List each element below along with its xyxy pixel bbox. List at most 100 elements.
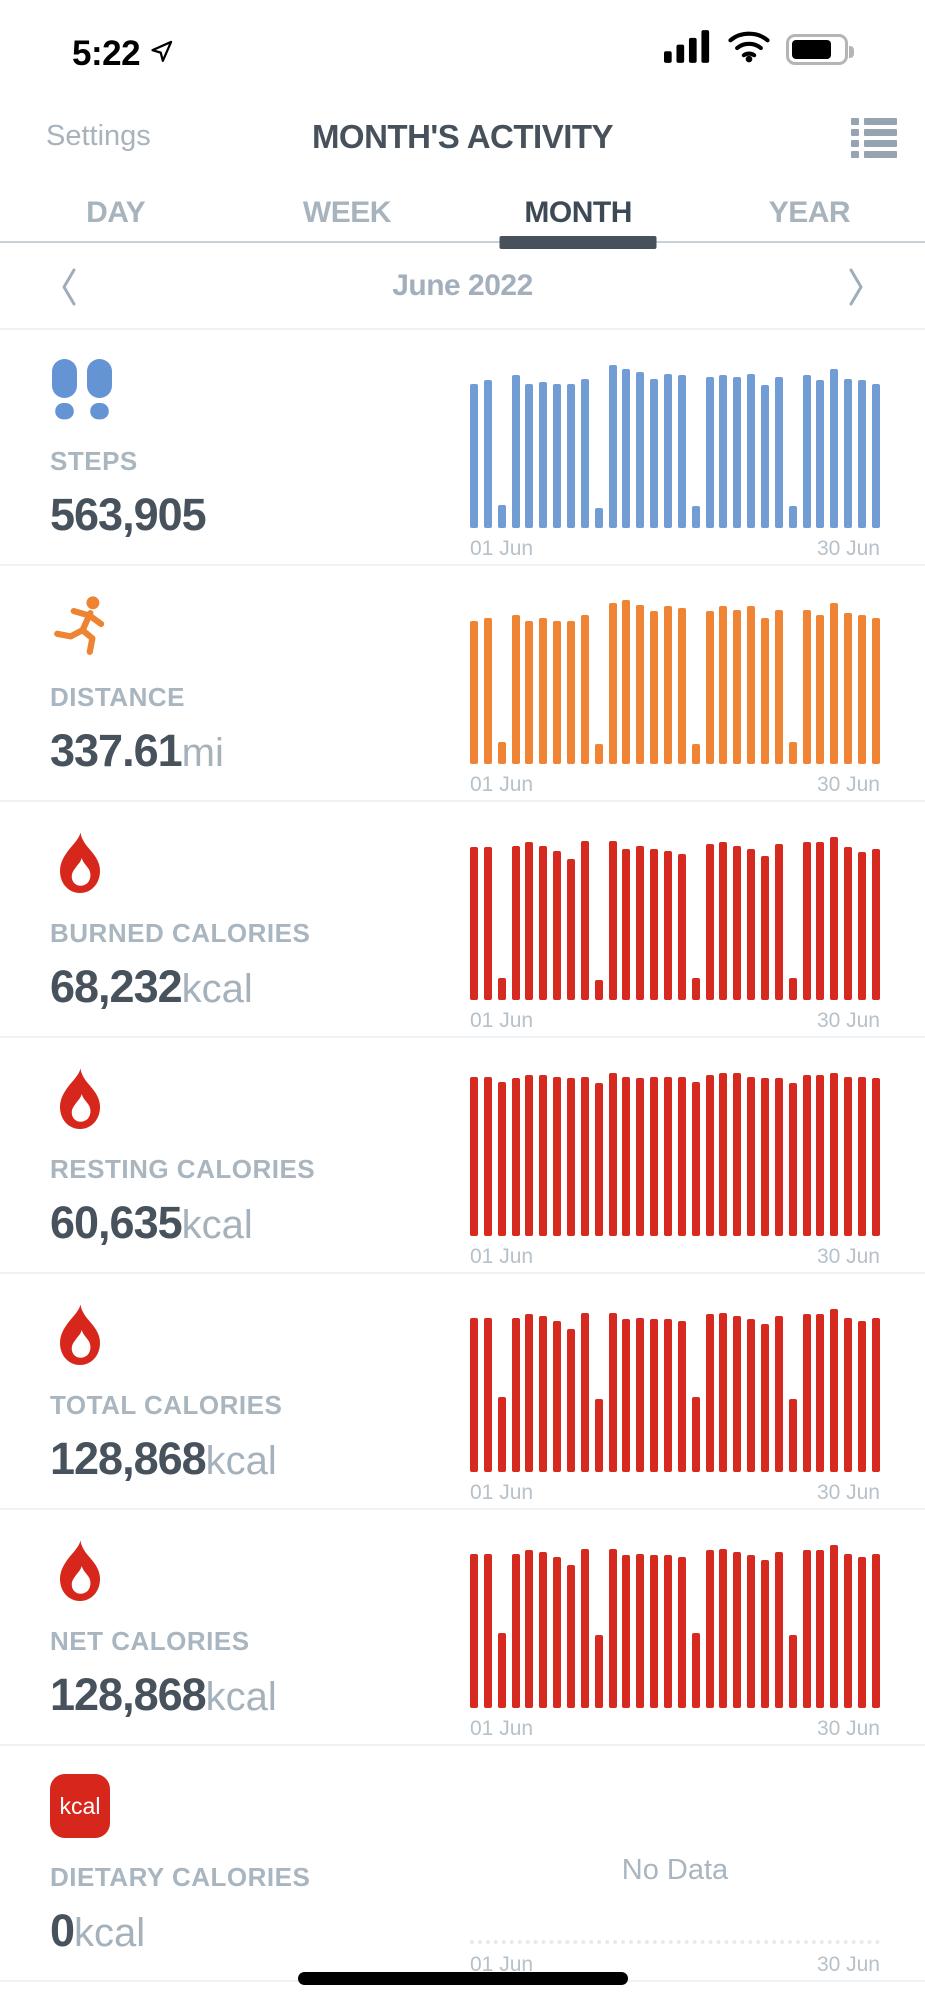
- section-steps[interactable]: STEPS 563,905 01 Jun 30 Jun: [0, 330, 925, 566]
- chart-bar: [580, 378, 589, 528]
- chart-bar: [664, 1076, 673, 1236]
- chart-bar: [844, 1553, 853, 1708]
- settings-button[interactable]: Settings: [46, 120, 151, 152]
- next-month-button[interactable]: [843, 264, 869, 313]
- chart-bar: [761, 855, 770, 1000]
- chart-bar: [483, 1553, 492, 1708]
- section-dietary-calories[interactable]: kcal DIETARY CALORIES 0kcal No Data 01 J…: [0, 1746, 925, 1982]
- chart-bar: [553, 621, 562, 764]
- metric-unit: kcal: [205, 1675, 277, 1719]
- cellular-signal-icon: [664, 30, 712, 68]
- chart-bar: [858, 852, 867, 1000]
- chart-bar: [636, 1078, 645, 1236]
- home-indicator[interactable]: [297, 1972, 628, 1985]
- chart-bar: [761, 385, 770, 528]
- chart-bar: [871, 617, 880, 764]
- chart-bar: [858, 1556, 867, 1708]
- chart-bar: [830, 368, 839, 528]
- chart-x-label-end: 30 Jun: [816, 1953, 880, 1976]
- tab-month[interactable]: MONTH: [463, 160, 694, 241]
- section-resting-calories[interactable]: RESTING CALORIES 60,635kcal 01 Jun 30 Jun: [0, 1038, 925, 1274]
- tab-year[interactable]: YEAR: [768, 196, 851, 229]
- metric-label: RESTING CALORIES: [50, 1154, 316, 1184]
- chart-bar: [705, 1314, 714, 1472]
- chart-x-label-start: 01 Jun: [470, 1717, 534, 1740]
- chart-bar: [816, 1074, 825, 1236]
- chart-bar: [747, 373, 756, 528]
- chart-bar: [553, 1556, 562, 1708]
- section-distance[interactable]: DISTANCE 337.61mi 01 Jun 30 Jun: [0, 566, 925, 802]
- prev-month-button[interactable]: [56, 264, 82, 313]
- metric-label: DIETARY CALORIES: [50, 1862, 311, 1892]
- chart-bar: [871, 848, 880, 1000]
- chart-bar: [483, 1076, 492, 1236]
- metric-value: 337.61: [50, 725, 183, 776]
- chart-bar: [539, 1315, 548, 1472]
- tab-week[interactable]: WEEK: [302, 196, 392, 229]
- chart-bar: [719, 1312, 728, 1472]
- metric-value: 0: [50, 1905, 75, 1956]
- chart-bar: [747, 1319, 756, 1472]
- chart-bar: [650, 378, 659, 528]
- flame-icon: [50, 1066, 110, 1137]
- metric-label: STEPS: [50, 446, 138, 476]
- chart-bar: [483, 617, 492, 764]
- total-calories-bar-chart: [470, 1306, 880, 1472]
- chart-bar: [497, 1081, 506, 1236]
- chart-bar: [677, 1076, 686, 1236]
- chart-bar: [608, 365, 617, 528]
- chart-bar: [733, 1315, 742, 1472]
- chart-bar: [650, 611, 659, 764]
- chart-bar: [719, 842, 728, 1000]
- chart-bar: [539, 617, 548, 764]
- page-title: MONTH'S ACTIVITY: [311, 118, 614, 155]
- chart-bar: [470, 383, 478, 528]
- chart-bar: [788, 1398, 797, 1472]
- header: Settings MONTH'S ACTIVITY: [0, 88, 925, 160]
- chart-bar: [525, 383, 534, 528]
- chart-bar: [691, 978, 700, 1000]
- tab-day[interactable]: DAY: [86, 196, 146, 229]
- chart-bar: [594, 1398, 603, 1472]
- chart-bar: [774, 376, 783, 528]
- chart-x-label-start: 01 Jun: [470, 1009, 534, 1032]
- chart-bar: [525, 1550, 534, 1708]
- chart-bar: [677, 607, 686, 764]
- chart-bar: [511, 845, 520, 1000]
- chart-bar: [539, 845, 548, 1000]
- chart-bar: [664, 850, 673, 1000]
- section-total-calories[interactable]: TOTAL CALORIES 128,868kcal 01 Jun 30 Jun: [0, 1274, 925, 1510]
- metric-unit: kcal: [205, 1439, 277, 1483]
- period-label: June 2022: [392, 268, 533, 302]
- chart-x-label-end: 30 Jun: [816, 773, 880, 796]
- metric-label: NET CALORIES: [50, 1626, 250, 1656]
- date-navigation: June 2022: [0, 243, 925, 330]
- chart-bar: [677, 375, 686, 528]
- chart-x-label-start: 01 Jun: [470, 1245, 534, 1268]
- list-view-button[interactable]: [851, 118, 897, 164]
- chart-bar: [636, 1317, 645, 1472]
- chart-bar: [677, 1556, 686, 1708]
- chart-x-label-end: 30 Jun: [816, 1481, 880, 1504]
- chart-bar: [483, 380, 492, 528]
- chart-bar: [664, 1319, 673, 1472]
- chart-bar: [608, 1312, 617, 1472]
- section-net-calories[interactable]: NET CALORIES 128,868kcal 01 Jun 30 Jun: [0, 1510, 925, 1746]
- section-burned-calories[interactable]: BURNED CALORIES 68,232kcal 01 Jun 30 Jun: [0, 802, 925, 1038]
- metric-label: BURNED CALORIES: [50, 918, 311, 948]
- chart-bar: [761, 617, 770, 764]
- chart-bar: [691, 1397, 700, 1472]
- metric-label: TOTAL CALORIES: [50, 1390, 283, 1420]
- chart-bar: [483, 1317, 492, 1472]
- chart-bar: [774, 609, 783, 764]
- chart-bar: [567, 621, 576, 764]
- flame-icon: [50, 1538, 110, 1609]
- chart-bar: [539, 1551, 548, 1708]
- chart-bar: [580, 840, 589, 1000]
- resting-calories-bar-chart: [470, 1070, 880, 1236]
- chart-bar: [580, 1312, 589, 1472]
- chart-bar: [470, 1553, 478, 1708]
- chart-bar: [511, 1078, 520, 1236]
- chart-bar: [594, 980, 603, 1000]
